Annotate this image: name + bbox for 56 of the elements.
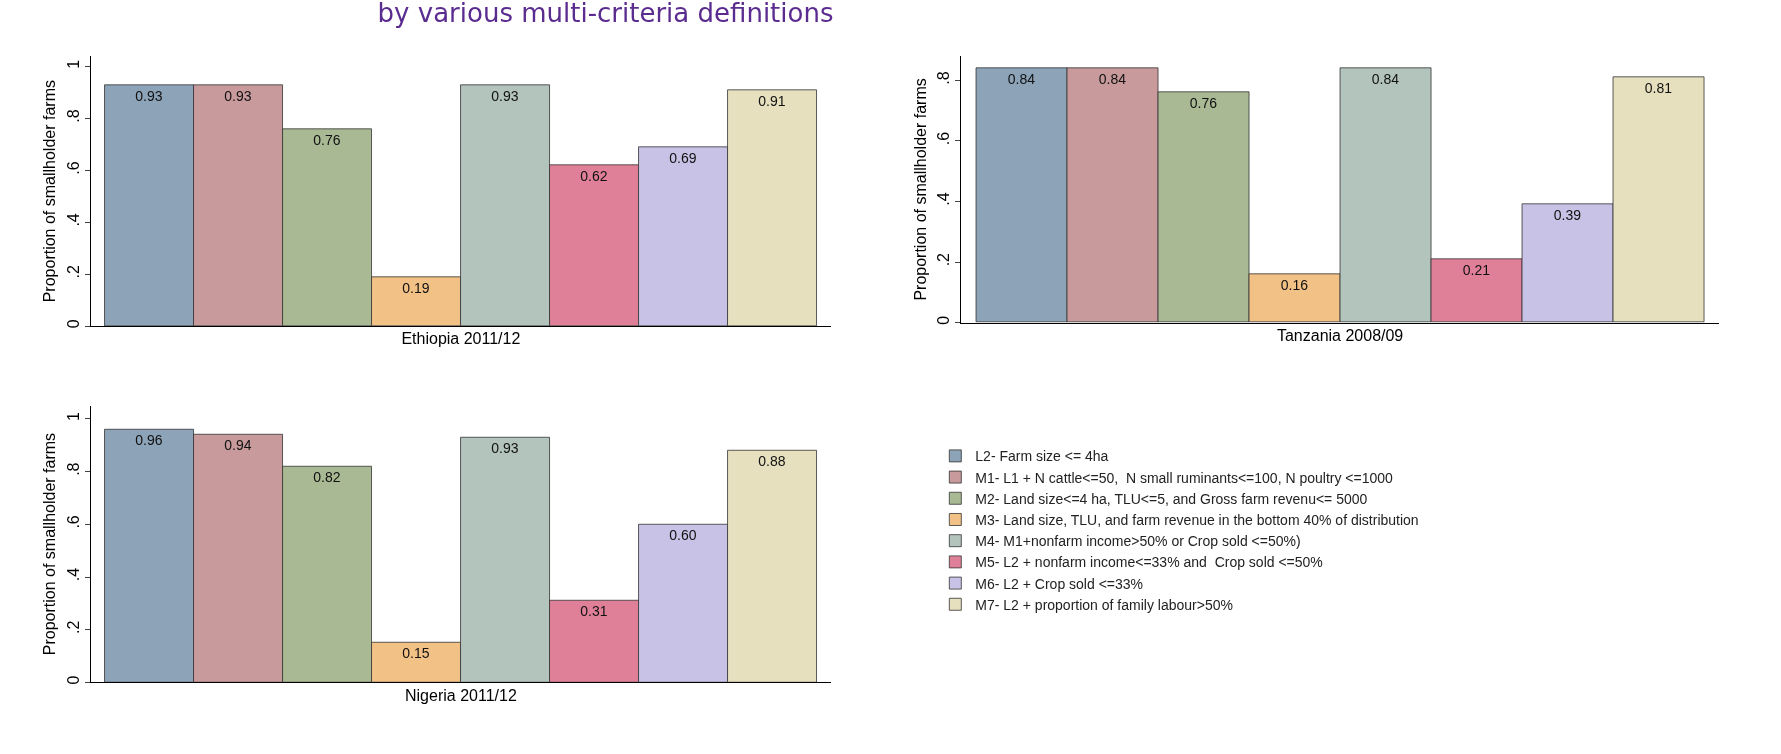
data-label: 0.84: [1007, 70, 1036, 87]
y-tick-label: 0: [64, 675, 82, 685]
data-label: 0.15: [402, 645, 430, 662]
y-tick-label: 1: [64, 411, 82, 421]
data-label: 0.82: [313, 469, 341, 486]
x-axis-title: Nigeria 2011/12: [405, 686, 517, 704]
data-label: 0.16: [1280, 276, 1309, 293]
x-axis-title: Tanzania 2008/09: [1276, 326, 1404, 344]
data-label: 0.81: [1644, 79, 1673, 96]
data-label: 0.94: [224, 437, 252, 454]
data-label: 0.39: [1553, 206, 1582, 223]
legend-label: M7- L2 + proportion of family labour>50%: [975, 596, 1233, 613]
y-tick-label: .6: [64, 161, 82, 175]
y-tick-label: .2: [64, 620, 82, 635]
legend-label: M4- M1+nonfarm income>50% or Crop sold <=50%): [975, 533, 1301, 550]
data-label: 0.93: [135, 87, 163, 104]
legend-label: M3- Land size, TLU, and farm revenue in the bottom 40% of distribution: [975, 511, 1419, 528]
y-tick-label: .4: [64, 213, 82, 227]
y-axis-title: Proportion of smallholder farms: [41, 432, 59, 656]
y-axis-title: Proportion of smallholder farms: [911, 78, 929, 301]
data-label: 0.93: [491, 440, 519, 457]
y-tick-label: 0: [935, 315, 953, 325]
y-tick-label: .8: [64, 109, 82, 123]
x-axis-title: Ethiopia 2011/12: [401, 330, 521, 348]
data-label: 0.96: [135, 432, 163, 449]
data-label: 0.84: [1371, 70, 1400, 87]
chart-title: by various multi-criteria definitions: [377, 0, 834, 28]
data-label: 0.91: [758, 92, 786, 109]
y-tick-label: .2: [64, 265, 82, 279]
data-label: 0.60: [669, 527, 697, 544]
y-tick-label: .6: [935, 131, 953, 146]
y-axis-title: Proportion of smallholder farms: [41, 80, 59, 303]
legend-label: M1- L1 + N cattle<=50, N small ruminants<=100, N poultry <=1000: [975, 469, 1394, 486]
legend-label: M5- L2 + nonfarm income<=33% and Crop sold <=50%: [975, 554, 1323, 571]
data-label: 0.76: [313, 131, 341, 148]
legend-label: M2- Land size<=4 ha, TLU<=5, and Gross farm revenu<= 5000: [975, 490, 1368, 507]
data-label: 0.84: [1098, 70, 1127, 87]
y-tick-label: .8: [935, 71, 953, 85]
y-tick-label: .6: [64, 515, 82, 529]
y-tick-label: 0: [64, 319, 82, 329]
data-label: 0.76: [1189, 94, 1218, 111]
data-label: 0.88: [758, 453, 786, 470]
data-label: 0.19: [402, 279, 430, 296]
legend-label: M6- L2 + Crop sold <=33%: [975, 575, 1144, 592]
y-tick-label: 1: [64, 59, 82, 69]
y-tick-label: .2: [935, 252, 953, 267]
legend-label: L2- Farm size <= 4ha: [975, 448, 1109, 465]
y-tick-label: .8: [64, 462, 82, 476]
data-label: 0.93: [491, 87, 519, 104]
y-tick-label: .4: [935, 192, 953, 206]
data-label: 0.69: [669, 149, 697, 166]
y-tick-label: .4: [64, 567, 82, 582]
data-label: 0.21: [1462, 261, 1491, 278]
data-label: 0.31: [580, 603, 608, 620]
data-label: 0.93: [224, 87, 252, 104]
data-label: 0.62: [580, 167, 608, 184]
